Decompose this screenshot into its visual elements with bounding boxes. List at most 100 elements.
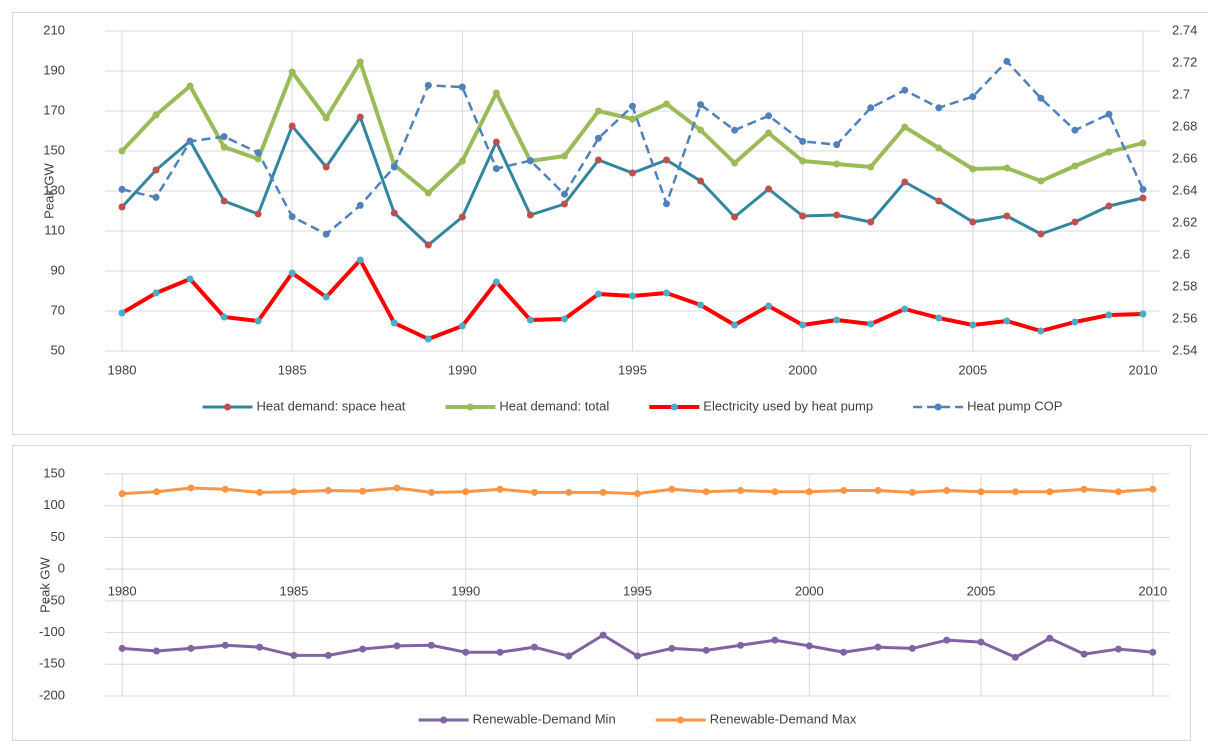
data-point (908, 488, 916, 496)
data-point (118, 644, 126, 652)
data-point (565, 488, 573, 496)
data-point (220, 133, 228, 141)
data-point (634, 652, 641, 660)
y2-tick-label: 2.7 (1172, 86, 1190, 101)
data-point (935, 144, 943, 152)
data-point (458, 83, 466, 91)
data-point (356, 113, 364, 121)
data-point (290, 651, 298, 659)
x-tick-label: 2005 (958, 362, 987, 377)
y-axis-label: Peak GW (37, 556, 52, 612)
data-point (901, 178, 909, 186)
y-tick-label: 210 (43, 22, 65, 37)
data-point (393, 642, 401, 650)
data-point (771, 488, 779, 496)
data-point (867, 163, 875, 171)
data-point (737, 641, 745, 649)
data-point (935, 197, 943, 205)
legend-label: Electricity used by heat pump (703, 398, 873, 413)
data-point (1037, 230, 1045, 238)
data-point (1046, 488, 1054, 496)
data-point (663, 200, 671, 208)
data-point (901, 305, 909, 313)
data-point (1114, 645, 1122, 653)
data-point (152, 193, 160, 201)
y-tick-label: 90 (51, 262, 65, 277)
data-point (424, 189, 432, 197)
data-point (599, 631, 607, 639)
y-axis-label: Peak GW (41, 162, 56, 218)
data-point (496, 648, 504, 656)
data-point (424, 241, 432, 249)
x-tick-label: 2000 (788, 362, 817, 377)
data-point (1114, 488, 1122, 496)
data-point (969, 218, 977, 226)
data-point (840, 648, 848, 656)
data-point (1071, 162, 1079, 170)
data-point (390, 163, 398, 171)
data-point (359, 645, 367, 653)
data-point (874, 643, 882, 651)
data-point (118, 309, 126, 317)
y-tick-label: -150 (39, 656, 65, 671)
data-point (594, 156, 602, 164)
data-point (254, 155, 262, 163)
data-point (629, 292, 636, 300)
x-tick-label: 1980 (108, 362, 137, 377)
data-point (1003, 57, 1011, 65)
data-point (565, 652, 573, 660)
data-point (799, 137, 807, 145)
data-point (288, 213, 296, 221)
data-point (1071, 318, 1079, 326)
data-point (530, 488, 538, 496)
data-point (935, 104, 943, 112)
data-point (799, 212, 807, 220)
y2-tick-label: 2.6 (1172, 246, 1190, 261)
data-point (840, 486, 848, 494)
data-point (594, 107, 602, 115)
data-point (594, 290, 602, 298)
y-tick-label: -50 (46, 592, 65, 607)
data-point (1080, 650, 1088, 658)
data-point (187, 484, 195, 492)
data-point (702, 488, 710, 496)
data-point (629, 102, 636, 110)
data-point (731, 126, 739, 134)
y-tick-label: 70 (51, 302, 65, 317)
data-point (629, 115, 636, 123)
data-point (943, 636, 951, 644)
data-point (765, 112, 773, 120)
chart-frame (12, 12, 1208, 435)
data-point (530, 643, 538, 651)
data-point (462, 648, 470, 656)
data-point (771, 636, 779, 644)
data-point (594, 134, 602, 142)
data-point (288, 269, 296, 277)
data-point (977, 638, 985, 646)
data-point (356, 201, 364, 209)
legend-marker (466, 403, 474, 411)
x-tick-label: 1990 (451, 584, 480, 599)
data-point (186, 82, 194, 90)
data-point (697, 126, 705, 134)
data-point (731, 321, 739, 329)
y-tick-label: 190 (43, 62, 65, 77)
data-point (324, 486, 332, 494)
data-point (1105, 202, 1113, 210)
data-point (526, 211, 534, 219)
data-point (697, 301, 705, 309)
data-point (256, 488, 264, 496)
y-tick-label: -100 (39, 624, 65, 639)
data-point (977, 488, 985, 496)
data-point (526, 157, 534, 165)
data-point (731, 213, 739, 221)
legend-label: Heat demand: total (499, 398, 609, 413)
data-point (324, 651, 332, 659)
y2-tick-label: 2.58 (1172, 278, 1197, 293)
data-point (254, 317, 262, 325)
x-tick-label: 2010 (1138, 584, 1167, 599)
data-point (629, 169, 636, 177)
data-point (1149, 485, 1157, 493)
data-point (390, 209, 398, 217)
y2-tick-label: 2.66 (1172, 150, 1197, 165)
